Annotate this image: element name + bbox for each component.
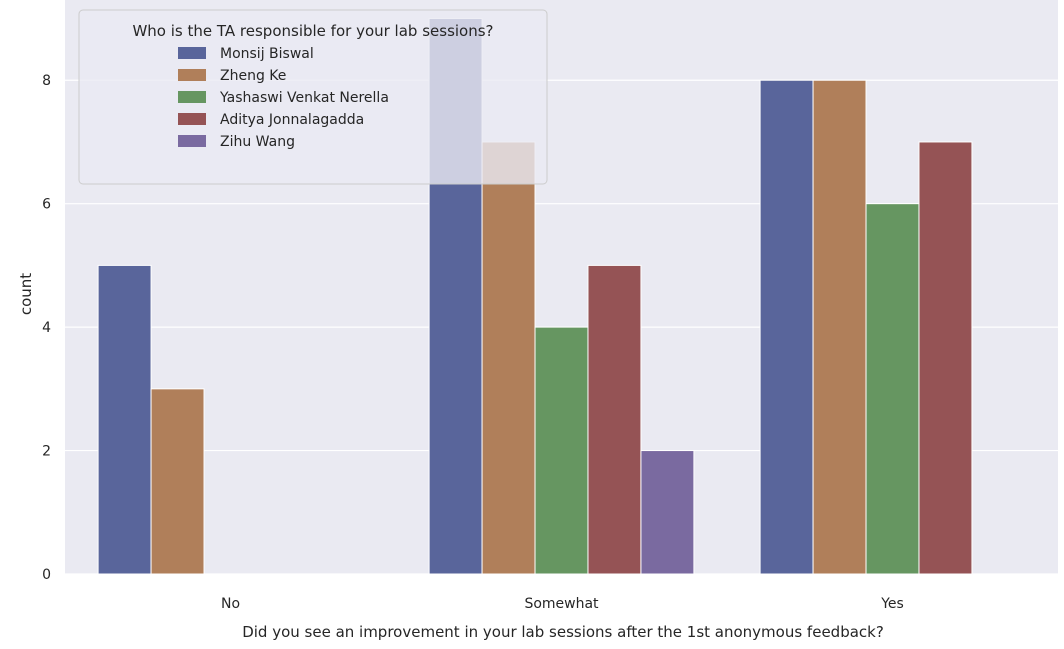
bar — [640, 450, 695, 575]
y-tick-label: 4 — [42, 320, 51, 336]
x-tick-label: No — [221, 596, 240, 612]
y-tick-label: 8 — [42, 73, 51, 89]
y-tick-label: 0 — [42, 567, 51, 583]
legend-entry: Yashaswi Venkat Nerella — [219, 90, 389, 106]
legend-swatch — [178, 47, 206, 59]
bar — [759, 79, 814, 575]
x-tick-label: Somewhat — [524, 596, 599, 612]
bar — [97, 264, 152, 575]
legend-title: Who is the TA responsible for your lab s… — [132, 22, 493, 40]
bar — [865, 203, 920, 575]
legend-swatch — [178, 91, 206, 103]
legend-entry: Zihu Wang — [220, 134, 295, 150]
y-axis-ticks: 0 2 4 6 8 — [42, 73, 51, 583]
x-tick-label: Yes — [880, 596, 904, 612]
x-axis-ticks: No Somewhat Yes — [221, 596, 904, 612]
bar — [481, 141, 536, 575]
legend-entry: Aditya Jonnalagadda — [220, 112, 364, 128]
bar — [587, 264, 642, 575]
legend-swatch — [178, 113, 206, 125]
bar — [534, 326, 589, 575]
x-axis-label: Did you see an improvement in your lab s… — [242, 623, 884, 641]
y-tick-label: 6 — [42, 197, 51, 213]
legend-entry: Monsij Biswal — [220, 46, 314, 62]
bar — [150, 388, 205, 575]
bar — [812, 79, 867, 575]
y-tick-label: 2 — [42, 444, 51, 460]
legend-entry: Zheng Ke — [220, 68, 286, 84]
legend: Who is the TA responsible for your lab s… — [78, 9, 548, 185]
y-axis-label: count — [17, 273, 35, 315]
legend-swatch — [178, 135, 206, 147]
bars — [97, 18, 973, 575]
bar — [918, 141, 973, 575]
legend-swatch — [178, 69, 206, 81]
